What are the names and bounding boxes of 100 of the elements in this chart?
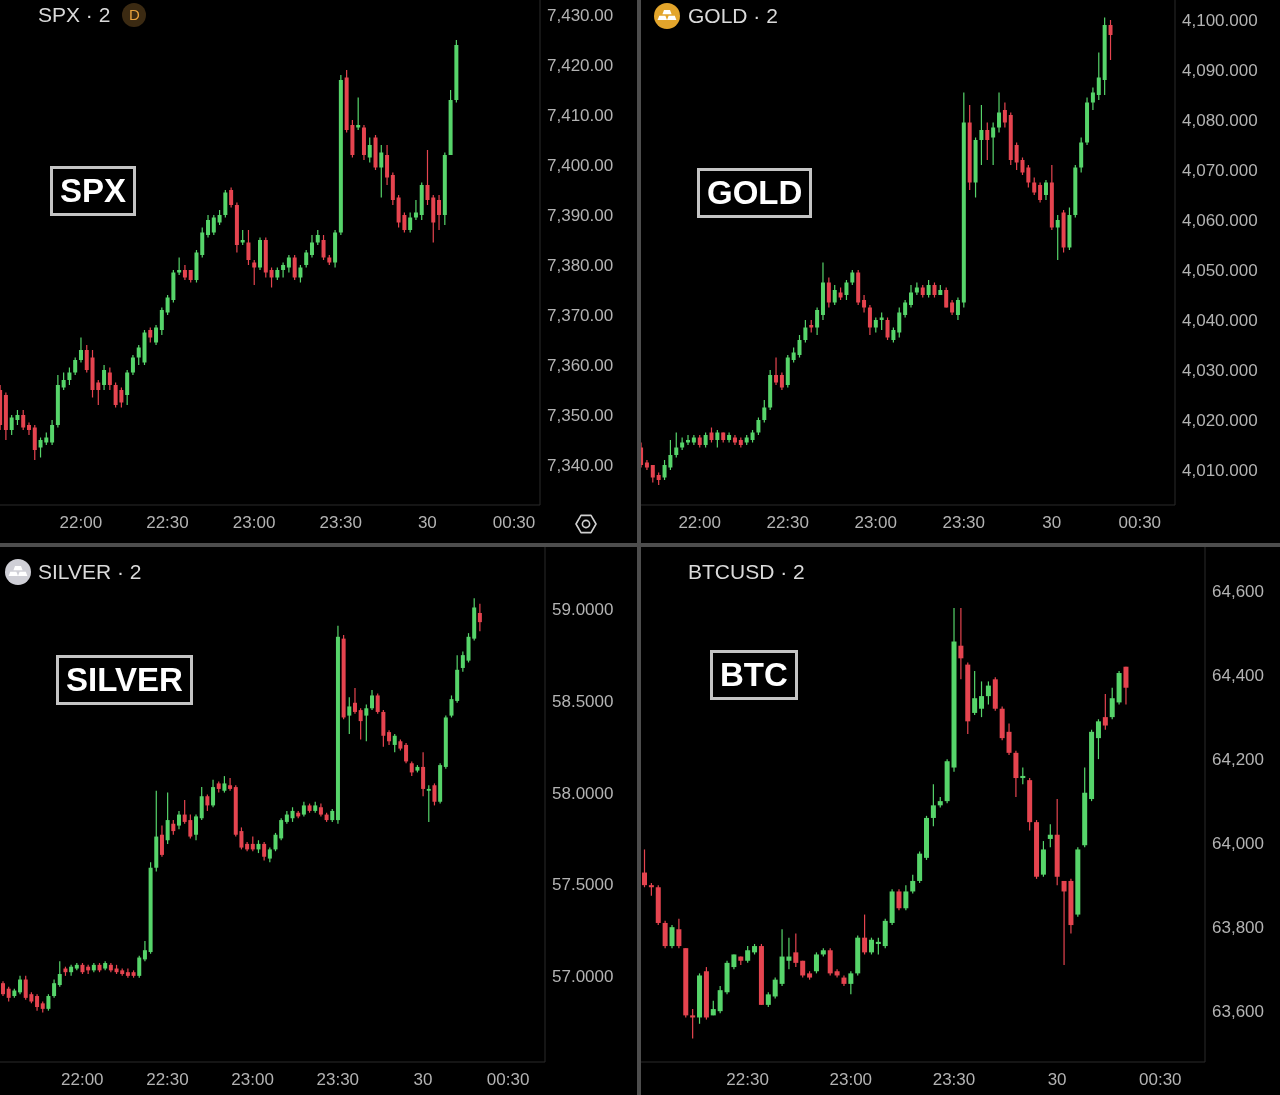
- chart-title: SPX · 2: [38, 2, 111, 28]
- y-tick-label: 4,100.000: [1182, 11, 1258, 31]
- candlestick: [803, 319, 808, 344]
- candlestick: [477, 603, 482, 632]
- candlestick: [107, 366, 112, 391]
- candlestick: [26, 421, 31, 436]
- x-tick-label: 23:00: [231, 1070, 274, 1090]
- candlestick: [269, 266, 274, 289]
- x-tick-label: 23:00: [829, 1070, 873, 1090]
- candlestick: [449, 694, 454, 719]
- candlestick: [1096, 51, 1101, 101]
- candlestick: [52, 978, 57, 999]
- candlestick: [352, 687, 357, 715]
- candlestick: [1055, 214, 1060, 261]
- candlestick: [381, 709, 386, 748]
- candlestick: [159, 824, 164, 858]
- y-tick-label: 58.5000: [552, 691, 614, 711]
- y-tick-label: 4,090.000: [1182, 61, 1258, 81]
- y-tick-label: 63,600: [1212, 1002, 1264, 1022]
- candlestick: [370, 689, 375, 711]
- annotation: GOLD: [707, 173, 803, 213]
- candlestick: [125, 369, 130, 406]
- candlestick: [57, 960, 62, 988]
- candlestick: [985, 121, 990, 161]
- candlestick: [972, 670, 978, 716]
- candlestick: [223, 189, 228, 219]
- candlestick: [425, 149, 430, 206]
- candlestick: [690, 1008, 696, 1040]
- candlestick: [176, 810, 181, 830]
- candlestick: [347, 696, 352, 735]
- candlestick: [177, 256, 182, 276]
- x-tick-label: 30: [417, 513, 437, 533]
- candlestick: [1047, 823, 1053, 848]
- candlestick: [862, 913, 868, 956]
- candlestick: [102, 364, 107, 391]
- annotation: BTC: [720, 655, 788, 695]
- candlestick: [50, 419, 55, 446]
- candlestick: [211, 779, 216, 808]
- candlestick: [910, 874, 916, 895]
- candlestick: [669, 924, 675, 949]
- candlestick: [421, 751, 426, 797]
- candlestick: [32, 424, 37, 461]
- y-tick-label: 57.0000: [552, 966, 614, 986]
- candlestick: [772, 976, 778, 1000]
- candlestick: [137, 955, 142, 979]
- candlestick: [385, 144, 390, 186]
- candlestick: [375, 693, 380, 715]
- candlestick: [717, 985, 723, 1014]
- x-tick-label: 30: [413, 1070, 433, 1090]
- candlestick: [309, 234, 314, 259]
- candlestick: [896, 888, 902, 911]
- candlestick: [930, 783, 936, 827]
- candlestick: [229, 186, 234, 209]
- candlestick: [432, 782, 437, 807]
- candlestick: [1038, 181, 1043, 204]
- candlestick: [832, 284, 837, 306]
- candlestick: [426, 784, 431, 823]
- x-tick-label: 22:30: [766, 513, 809, 533]
- x-tick-label: 22:30: [146, 513, 189, 533]
- x-tick-label: 00:30: [1118, 513, 1162, 533]
- y-tick-label: 7,410.00: [547, 106, 614, 126]
- candlestick: [228, 777, 233, 792]
- y-tick-label: 4,020.000: [1182, 411, 1258, 431]
- candlestick: [206, 214, 211, 239]
- candlestick: [944, 286, 949, 309]
- x-tick-label: 30: [1042, 513, 1062, 533]
- candlestick: [897, 306, 902, 339]
- y-tick-label: 7,430.00: [547, 6, 614, 26]
- x-tick-label: 22:30: [726, 1070, 769, 1090]
- annotation: D: [122, 3, 147, 27]
- x-tick-label: 23:30: [316, 1070, 360, 1090]
- candlestick: [262, 841, 267, 861]
- candlestick: [1026, 164, 1031, 189]
- y-tick-label: 4,010.000: [1182, 461, 1258, 481]
- y-tick-label: 64,200: [1212, 750, 1264, 770]
- candlestick: [321, 234, 326, 261]
- x-tick-label: 22:00: [678, 513, 721, 533]
- y-tick-label: 4,030.000: [1182, 361, 1258, 381]
- candlestick: [1095, 718, 1101, 760]
- candlestick: [815, 306, 820, 336]
- y-tick-label: 64,400: [1212, 666, 1264, 686]
- candlestick: [914, 281, 919, 296]
- candlestick: [408, 211, 413, 234]
- y-tick-label: 7,360.00: [547, 356, 614, 376]
- candlestick: [413, 199, 418, 221]
- text: BTCUSD · 2: [688, 559, 805, 585]
- candlestick: [69, 964, 74, 977]
- candlestick: [1108, 19, 1113, 61]
- candlestick: [985, 680, 991, 706]
- candlestick: [762, 399, 767, 424]
- candlestick: [826, 276, 831, 309]
- y-tick-label: 7,380.00: [547, 256, 614, 276]
- candlestick: [827, 947, 833, 977]
- candlestick: [642, 848, 647, 888]
- candlestick: [686, 434, 691, 446]
- candlestick: [130, 354, 135, 376]
- candlestick: [194, 813, 199, 841]
- x-tick-label: 00:30: [492, 513, 536, 533]
- candlestick: [909, 284, 913, 309]
- candlestick: [211, 214, 216, 236]
